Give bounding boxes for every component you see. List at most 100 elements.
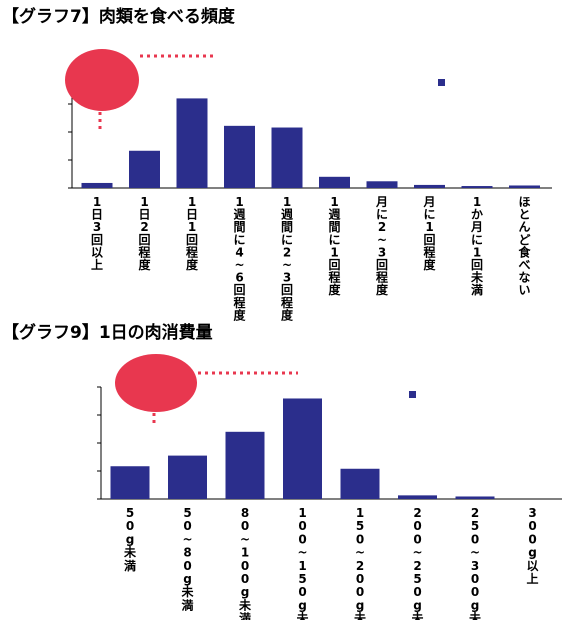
x-tick-label-char: 回	[328, 258, 340, 272]
x-tick-label-char: 間	[328, 220, 340, 234]
x-tick-label-char: g	[413, 598, 422, 612]
x-tick-label-char: 5	[471, 519, 479, 533]
x-tick-label-char: 月	[470, 220, 483, 234]
x-tick-label-char: g	[528, 546, 537, 560]
bar	[110, 466, 150, 499]
x-tick-label-char: 1	[356, 506, 364, 520]
x-tick-label-char: ~	[412, 546, 422, 560]
x-tick-label-char: 0	[356, 572, 364, 586]
x-tick-label-char: 1	[473, 245, 481, 259]
x-tick-label-char: 1	[298, 559, 306, 573]
x-tick-label-char: ん	[518, 220, 530, 234]
x-tick-label-char: 2	[413, 559, 421, 573]
x-tick-label-char: 度	[281, 307, 294, 322]
x-tick-label-char: 0	[183, 559, 191, 573]
x-tick-label-char: 回	[186, 233, 198, 247]
x-tick-label-char: 未	[295, 611, 308, 620]
x-tick-label-char: 未	[123, 545, 136, 560]
x-tick-label-char: に	[376, 208, 388, 222]
x-tick-label-char: 満	[124, 558, 136, 573]
x-tick-label-char: 度	[376, 282, 389, 297]
x-tick-label-char: 2	[356, 559, 364, 573]
x-tick-label-char: 8	[241, 506, 249, 520]
x-tick-label-char: な	[518, 271, 530, 285]
x-tick-label-char: g	[471, 598, 480, 612]
x-tick-label-char: ど	[518, 233, 530, 247]
bar	[129, 150, 160, 188]
x-tick-label-char: 3	[471, 559, 479, 573]
x-tick-label-char: 0	[298, 585, 306, 599]
x-tick-label-char: 未	[180, 584, 193, 599]
x-tick-label-char: 0	[471, 585, 479, 599]
x-tick-label-char: 程	[233, 295, 245, 310]
x-tick-label-char: 2	[471, 506, 479, 520]
x-tick-label-char: ~	[355, 546, 365, 560]
x-tick-label-char: 回	[423, 233, 435, 247]
x-tick-label-char: 2	[413, 506, 421, 520]
x-tick-label-char: 2	[140, 220, 148, 234]
x-tick-label-char: 上	[526, 571, 538, 586]
x-tick-label-char: 満	[239, 611, 251, 620]
x-tick-label-char: に	[328, 233, 340, 247]
x-tick-label-char: べ	[518, 258, 530, 272]
x-tick-label-char: 0	[356, 532, 364, 546]
x-tick-label-char: 未	[353, 611, 366, 620]
x-tick-label-char: 程	[328, 270, 340, 285]
x-tick-label-char: 1	[140, 195, 148, 209]
x-tick-label-char: ~	[470, 546, 480, 560]
x-tick-label-char: 食	[517, 244, 531, 259]
x-tick-label-char: 未	[470, 270, 483, 285]
x-tick-label-char: 回	[471, 258, 483, 272]
bar	[224, 125, 255, 188]
x-tick-label-char: g	[183, 572, 192, 586]
x-tick-label-char: 8	[183, 546, 191, 560]
x-tick-label-char: 回	[281, 283, 293, 297]
bar	[398, 495, 437, 499]
x-tick-label-char: に	[281, 233, 293, 247]
bar	[319, 176, 350, 188]
x-tick-label-char: か	[471, 208, 483, 222]
bar	[176, 98, 208, 188]
x-tick-label-char: 度	[423, 257, 436, 272]
x-tick-label-char: に	[233, 233, 245, 247]
x-tick-label-char: 1	[473, 195, 481, 209]
x-tick-label-char: 6	[235, 271, 243, 285]
bar	[455, 496, 495, 499]
x-tick-label-char: 0	[126, 519, 134, 533]
x-tick-label-char: 4	[235, 245, 243, 259]
x-tick-label-char: 0	[241, 519, 249, 533]
x-tick-label-char: 未	[238, 597, 251, 612]
x-tick-label-char: g	[298, 598, 307, 612]
x-tick-label-char: g	[126, 532, 135, 546]
x-tick-label-char: ~	[182, 532, 192, 546]
x-tick-label-char: に	[471, 233, 483, 247]
x-tick-label-char: 上	[91, 257, 103, 272]
x-tick-label-char: ~	[282, 258, 292, 272]
x-tick-label-char: 3	[528, 506, 536, 520]
x-tick-label-char: 5	[356, 519, 364, 533]
x-tick-label-char: 0	[298, 532, 306, 546]
chart2-title: 【グラフ9】1日の肉消費量	[2, 323, 213, 343]
x-tick-label-char: 0	[528, 519, 536, 533]
x-tick-label-char: 1	[241, 546, 249, 560]
x-tick-label-char: に	[423, 208, 435, 222]
x-tick-label-char: 5	[298, 572, 306, 586]
chart1-title: 【グラフ7】肉類を食べる頻度	[2, 7, 235, 27]
x-tick-label-char: 日	[91, 208, 103, 222]
x-tick-label-char: ~	[377, 233, 387, 247]
x-tick-label-char: ~	[297, 546, 307, 560]
x-tick-label-char: 1	[298, 506, 306, 520]
x-tick-label-char: 0	[356, 585, 364, 599]
x-tick-label-char: 0	[241, 559, 249, 573]
x-tick-label-char: 0	[183, 519, 191, 533]
x-tick-label-char: 週	[233, 207, 245, 222]
x-tick-label-char: 未	[468, 611, 481, 620]
x-tick-label-char: い	[518, 283, 530, 297]
x-tick-label-char: 回	[91, 233, 103, 247]
x-tick-label-char: と	[518, 208, 530, 222]
x-tick-label-char: 満	[181, 597, 193, 612]
x-tick-label-char: 1	[188, 220, 196, 234]
x-tick-label-char: 日	[138, 208, 150, 222]
x-tick-label-char: 0	[471, 532, 479, 546]
